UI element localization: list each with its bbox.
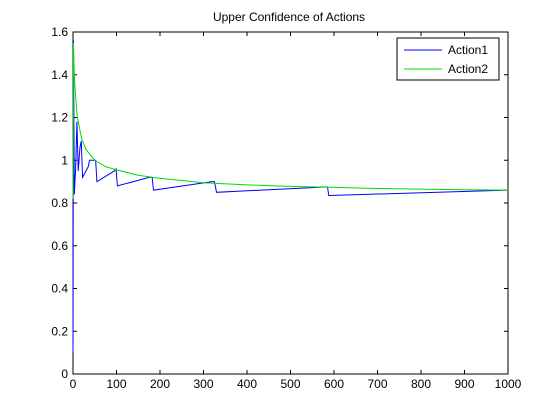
y-tick-label: 1.4 — [51, 68, 68, 82]
x-tick-label: 600 — [324, 377, 344, 391]
series-line-action1 — [72, 40, 509, 353]
x-tick-label: 300 — [193, 377, 213, 391]
x-tick-label: 400 — [237, 377, 257, 391]
legend-box — [396, 37, 500, 81]
legend: Action1 Action2 — [396, 37, 500, 81]
chart-title: Upper Confidence of Actions — [213, 10, 365, 24]
plot-area — [72, 31, 509, 375]
y-tick-label: 0.2 — [51, 324, 68, 338]
x-tick-label: 0 — [70, 377, 77, 391]
series-lines — [72, 40, 509, 353]
x-tick-label: 800 — [411, 377, 431, 391]
y-tick-label: 1.2 — [51, 111, 68, 125]
legend-label-action2: Action2 — [448, 62, 488, 76]
y-tick-label: 1.6 — [51, 25, 68, 39]
x-tick-label: 700 — [367, 377, 387, 391]
y-tick-label: 0.6 — [51, 239, 68, 253]
x-tick-label: 100 — [106, 377, 126, 391]
legend-label-action1: Action1 — [448, 43, 488, 57]
x-tick-label: 900 — [454, 377, 474, 391]
y-tick-label: 0.8 — [51, 196, 68, 210]
x-tick-label: 1000 — [495, 377, 522, 391]
series-line-action2 — [72, 42, 509, 199]
y-tick-label: 0.4 — [51, 282, 68, 296]
x-tick-label: 200 — [150, 377, 170, 391]
x-tick-label: 500 — [280, 377, 300, 391]
y-tick-label: 1 — [61, 153, 68, 167]
axis-ticks: 0 100 200 300 400 500 600 700 800 900 1000 0 0.2 0.4 0… — [51, 25, 521, 391]
y-tick-label: 0 — [61, 367, 68, 381]
